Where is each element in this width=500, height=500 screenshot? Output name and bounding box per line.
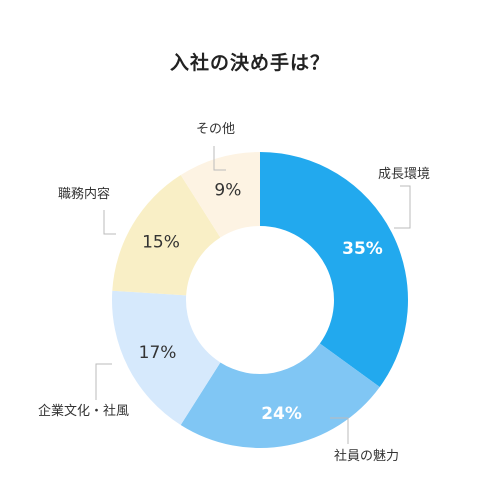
category-label-3: 企業文化・社風 [38,403,129,419]
slice-value-label-5: 9% [214,181,241,201]
leader-line-1 [394,185,411,229]
leader-line-3 [95,363,112,400]
category-label-2: 社員の魅力 [334,448,399,464]
leader-line-2 [330,417,349,444]
slice-value-label-2: 24% [261,404,302,424]
leader-line-5 [213,146,226,171]
category-label-5: その他 [196,122,235,137]
donut-slice-1 [260,152,408,387]
donut-slice-3 [112,290,221,425]
slice-value-label-3: 17% [139,343,177,363]
donut-slice-5 [180,152,260,238]
donut-slice-4 [112,175,221,296]
leader-line-4 [103,210,116,235]
slice-value-label-4: 15% [142,232,180,252]
slice-value-label-1: 35% [342,239,383,259]
chart-title: 入社の決め手は？ [169,52,330,74]
category-label-4: 職務内容 [58,186,110,202]
donut-slice-2 [180,343,380,449]
category-label-1: 成長環境 [378,167,430,182]
